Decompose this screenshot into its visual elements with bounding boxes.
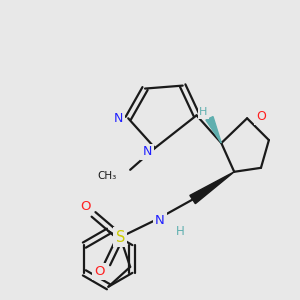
Text: N: N	[142, 146, 152, 158]
Text: H: H	[176, 225, 185, 238]
Polygon shape	[190, 172, 234, 204]
Text: N: N	[114, 112, 123, 125]
Text: CH₃: CH₃	[97, 171, 116, 181]
Text: S: S	[116, 230, 125, 245]
Text: O: O	[80, 200, 91, 213]
Text: H: H	[199, 107, 208, 117]
Text: N: N	[155, 214, 165, 227]
Text: O: O	[94, 266, 105, 278]
Polygon shape	[206, 117, 221, 143]
Text: O: O	[256, 110, 266, 123]
